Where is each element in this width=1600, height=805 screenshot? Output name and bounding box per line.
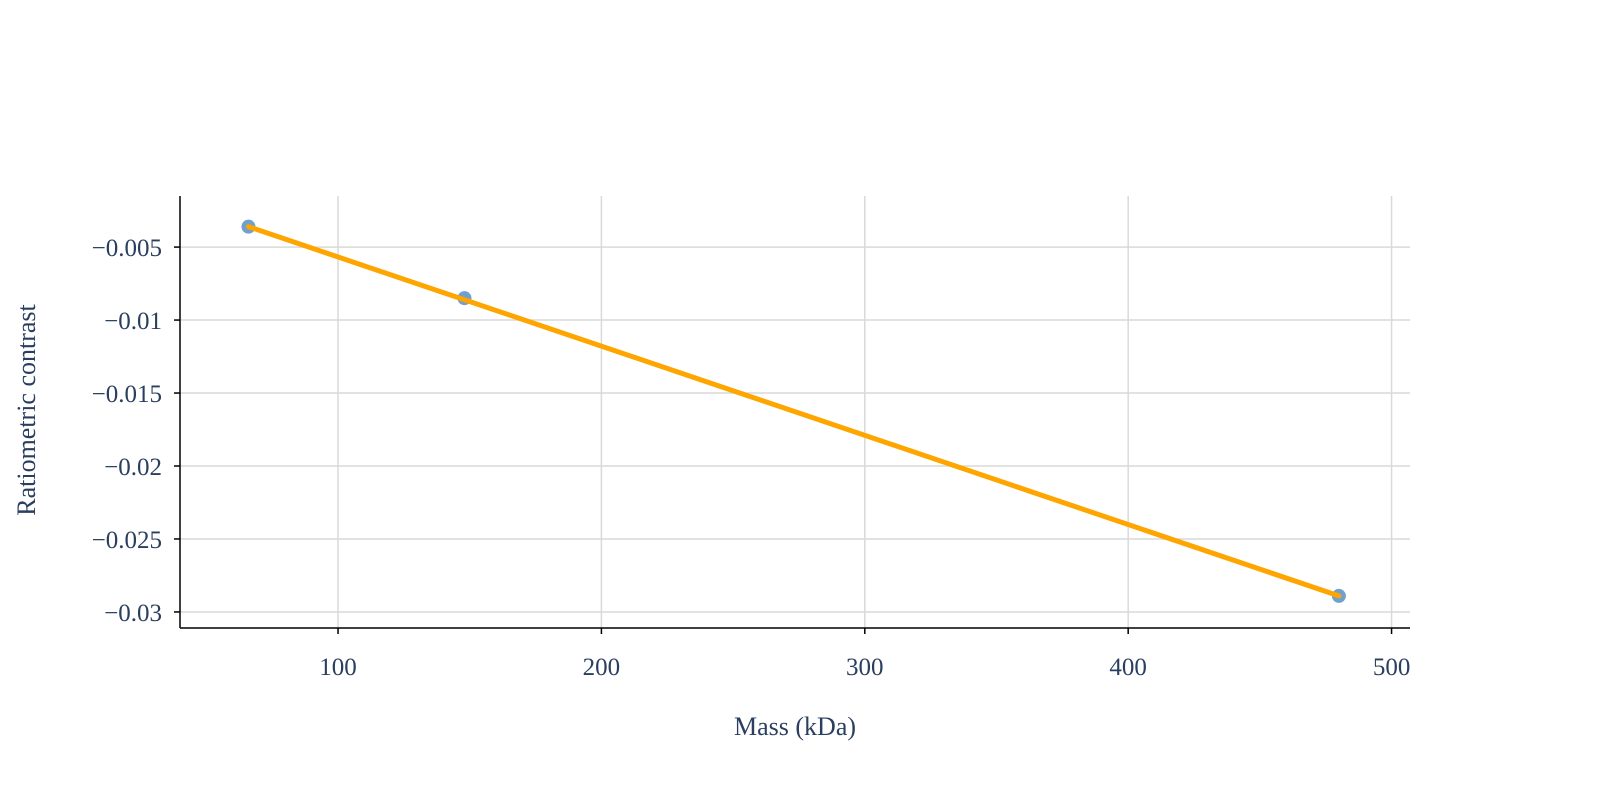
x-tick-label: 200 bbox=[583, 654, 621, 681]
x-tick-label: 300 bbox=[846, 654, 884, 681]
x-tick-label: 400 bbox=[1109, 654, 1147, 681]
grid-layer bbox=[180, 196, 1410, 628]
y-tick-label: −0.015 bbox=[92, 381, 162, 408]
label-layer: Mass (kDa) Ratiometric contrast 100 200 30… bbox=[12, 235, 1410, 741]
x-tick-label: 100 bbox=[319, 654, 357, 681]
x-tick-label: 500 bbox=[1373, 654, 1411, 681]
series-layer bbox=[241, 219, 1346, 603]
y-tick-label: −0.02 bbox=[104, 454, 162, 481]
y-tick-label: −0.01 bbox=[104, 308, 162, 335]
y-axis-title: Ratiometric contrast bbox=[12, 303, 41, 515]
y-tick-label: −0.025 bbox=[92, 527, 162, 554]
axis-layer bbox=[174, 196, 1410, 634]
y-tick-label: −0.005 bbox=[92, 235, 162, 262]
x-axis-title: Mass (kDa) bbox=[734, 712, 856, 741]
fit-line bbox=[245, 224, 1342, 599]
y-tick-label: −0.03 bbox=[104, 600, 162, 627]
